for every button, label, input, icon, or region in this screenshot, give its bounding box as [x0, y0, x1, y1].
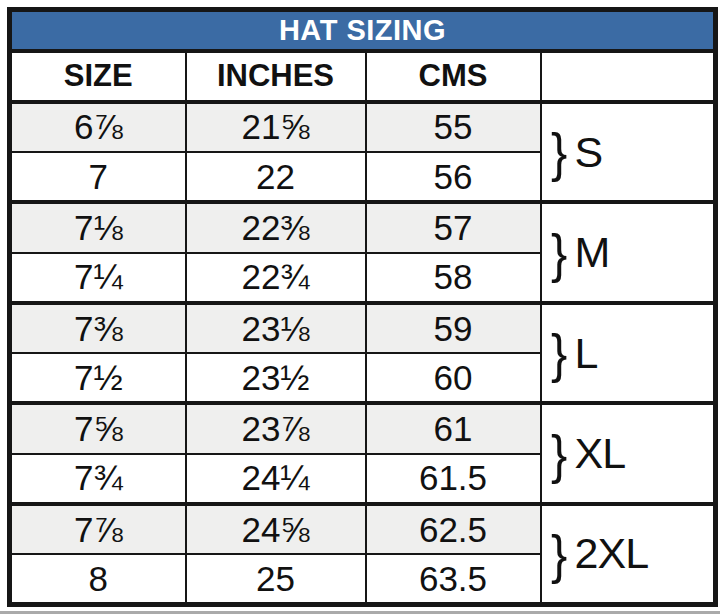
cms-cell: 63.5: [366, 554, 541, 604]
page-title: HAT SIZING: [10, 10, 716, 51]
size-cell: 7⅛: [10, 202, 186, 252]
size-cell: 7⅞: [10, 504, 186, 554]
column-header-size: SIZE: [10, 51, 186, 102]
brace-icon: }: [550, 326, 566, 380]
size-group-xl: } XL: [541, 403, 716, 504]
inches-cell: 25: [186, 554, 366, 604]
cms-cell: 60: [366, 353, 541, 403]
size-cell: 7⅜: [10, 303, 186, 353]
column-header-cms: CMS: [366, 51, 541, 102]
size-cell: 6⅞: [10, 102, 186, 152]
cms-cell: 61.5: [366, 454, 541, 504]
size-cell: 7¼: [10, 253, 186, 303]
cms-cell: 62.5: [366, 504, 541, 554]
size-group-2xl: } 2XL: [541, 504, 716, 605]
cms-cell: 57: [366, 202, 541, 252]
size-cell: 7: [10, 152, 186, 202]
size-group-l: } L: [541, 303, 716, 404]
cms-cell: 59: [366, 303, 541, 353]
size-cell: 7½: [10, 353, 186, 403]
inches-cell: 24¼: [186, 454, 366, 504]
table-row: 7⅞ 24⅝ 62.5 } 2XL: [10, 504, 716, 554]
cms-cell: 58: [366, 253, 541, 303]
size-cell: 7¾: [10, 454, 186, 504]
table-row: 7⅝ 23⅞ 61 } XL: [10, 403, 716, 453]
column-header-row: SIZE INCHES CMS: [10, 51, 716, 102]
sizing-table: HAT SIZING SIZE INCHES CMS 6⅞ 21⅝ 55 } S: [7, 7, 718, 607]
cms-cell: 56: [366, 152, 541, 202]
column-header-inches: INCHES: [186, 51, 366, 102]
table-row: 6⅞ 21⅝ 55 } S: [10, 102, 716, 152]
size-cell: 8: [10, 554, 186, 604]
column-header-blank: [541, 51, 716, 102]
inches-cell: 21⅝: [186, 102, 366, 152]
inches-cell: 22⅜: [186, 202, 366, 252]
brace-icon: }: [550, 427, 566, 481]
group-label-2xl: 2XL: [575, 529, 649, 578]
inches-cell: 22: [186, 152, 366, 202]
brace-icon: }: [550, 527, 566, 581]
group-label-xl: XL: [575, 429, 626, 478]
group-label-s: S: [575, 128, 603, 177]
brace-icon: }: [550, 226, 566, 280]
table-row: 7⅜ 23⅛ 59 } L: [10, 303, 716, 353]
group-label-m: M: [575, 228, 610, 277]
group-label-l: L: [575, 329, 598, 378]
size-group-s: } S: [541, 102, 716, 203]
inches-cell: 23½: [186, 353, 366, 403]
cms-cell: 61: [366, 403, 541, 453]
table-row: 7⅛ 22⅜ 57 } M: [10, 202, 716, 252]
title-row: HAT SIZING: [10, 10, 716, 51]
cms-cell: 55: [366, 102, 541, 152]
inches-cell: 22¾: [186, 253, 366, 303]
inches-cell: 23⅞: [186, 403, 366, 453]
inches-cell: 23⅛: [186, 303, 366, 353]
inches-cell: 24⅝: [186, 504, 366, 554]
size-cell: 7⅝: [10, 403, 186, 453]
size-group-m: } M: [541, 202, 716, 303]
brace-icon: }: [550, 125, 566, 179]
hat-sizing-chart: HAT SIZING SIZE INCHES CMS 6⅞ 21⅝ 55 } S: [0, 0, 720, 614]
